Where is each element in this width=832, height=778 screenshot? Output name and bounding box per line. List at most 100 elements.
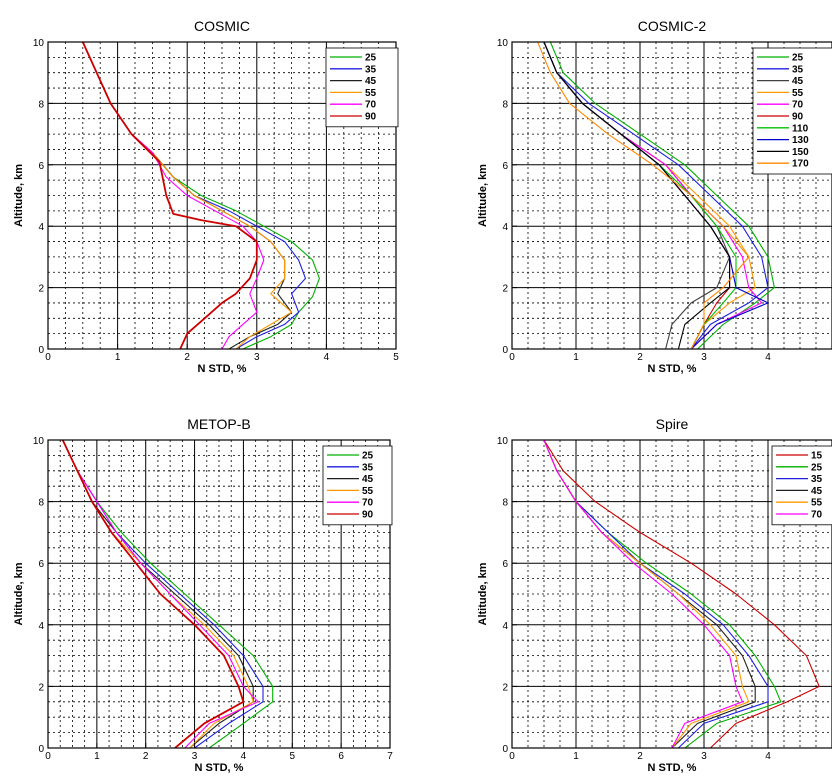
x-tick-label: 0: [45, 751, 51, 762]
x-tick-label: 2: [637, 352, 643, 363]
y-axis-label: Altitude, km: [477, 164, 489, 227]
legend-label-110: 110: [792, 123, 809, 134]
y-tick-label: 8: [502, 498, 508, 509]
series-line-90: [543, 42, 731, 349]
y-tick-label: 0: [38, 744, 44, 755]
series-line-70: [543, 440, 743, 748]
plot-frame: [511, 41, 832, 350]
y-tick-label: 8: [38, 498, 44, 509]
y-tick-label: 4: [502, 222, 508, 233]
legend-label-55: 55: [362, 486, 374, 497]
legend-label-90: 90: [362, 510, 374, 521]
y-tick-label: 0: [38, 345, 44, 356]
x-tick-label: 1: [115, 352, 121, 363]
y-tick-label: 8: [38, 99, 44, 110]
legend-label-70: 70: [365, 100, 377, 111]
chart-title: Spire: [656, 416, 689, 432]
series-line-15: [543, 440, 820, 748]
y-axis-label: Altitude, km: [13, 164, 25, 227]
series-line-90: [81, 42, 258, 349]
series-line-70: [62, 440, 259, 748]
legend-label-55: 55: [811, 498, 823, 509]
legend-label-25: 25: [811, 462, 823, 473]
y-tick-label: 6: [502, 559, 508, 570]
x-tick-label: 0: [509, 751, 515, 762]
y-axis-label: Altitude, km: [477, 562, 489, 625]
y-tick-label: 8: [502, 99, 508, 110]
legend-label-45: 45: [811, 486, 823, 497]
legend-label-70: 70: [811, 510, 823, 521]
x-tick-label: 3: [701, 352, 707, 363]
x-tick-label: 5: [290, 751, 296, 762]
y-tick-label: 10: [497, 436, 509, 447]
chart-title: COSMIC: [194, 18, 250, 34]
legend-label-130: 130: [792, 135, 809, 146]
legend-label-70: 70: [792, 100, 804, 111]
legend-box: [771, 445, 832, 526]
x-tick-label: 4: [765, 751, 771, 762]
y-tick-label: 4: [38, 621, 44, 632]
y-tick-label: 6: [502, 161, 508, 172]
series-line-35: [543, 42, 769, 349]
legend-label-55: 55: [792, 88, 804, 99]
y-tick-label: 0: [502, 744, 508, 755]
y-tick-label: 2: [38, 284, 44, 295]
x-tick-label: 7: [387, 751, 393, 762]
legend-label-45: 45: [792, 76, 804, 87]
x-axis-label: N STD, %: [198, 363, 247, 375]
series-line-25: [549, 42, 775, 349]
x-tick-label: 2: [143, 751, 149, 762]
legend-label-35: 35: [792, 64, 804, 75]
plot-frame: [47, 41, 397, 350]
y-tick-label: 6: [38, 161, 44, 172]
x-axis-label: N STD, %: [195, 762, 244, 774]
x-tick-label: 5: [393, 352, 399, 363]
y-tick-label: 4: [502, 621, 508, 632]
legend-label-90: 90: [792, 112, 804, 123]
legend-label-35: 35: [811, 474, 823, 485]
plot-frame: [47, 439, 391, 749]
series-line-170: [537, 42, 750, 349]
x-tick-label: 4: [241, 751, 247, 762]
x-tick-label: 0: [45, 352, 51, 363]
legend-label-45: 45: [362, 474, 374, 485]
x-axis-label: N STD, %: [648, 363, 697, 375]
y-tick-label: 10: [33, 436, 45, 447]
y-tick-label: 4: [38, 222, 44, 233]
legend-label-25: 25: [792, 53, 804, 64]
chart-panel-1: 0 1 2 3 4 0 2 4 6 8 10 COSMIC-2 N STD, % Altitude, km…: [477, 18, 832, 375]
y-tick-label: 2: [502, 682, 508, 693]
x-tick-label: 3: [254, 352, 260, 363]
x-tick-label: 1: [94, 751, 100, 762]
legend-label-25: 25: [362, 451, 374, 462]
x-tick-label: 3: [192, 751, 198, 762]
legend-label-70: 70: [362, 498, 374, 509]
legend-label-35: 35: [365, 64, 377, 75]
x-tick-label: 2: [637, 751, 643, 762]
legend-label-45: 45: [365, 76, 377, 87]
y-tick-label: 10: [497, 38, 509, 49]
y-tick-label: 10: [33, 38, 45, 49]
legend-box: [325, 47, 399, 128]
x-tick-label: 1: [573, 751, 579, 762]
x-tick-label: 4: [765, 352, 771, 363]
legend-label-55: 55: [365, 88, 377, 99]
chart-panel-3: 0 1 2 3 4 0 2 4 6 8 10 Spire N STD, % Altitude, km 152…: [477, 416, 832, 774]
chart-title: METOP-B: [187, 416, 251, 432]
y-tick-label: 2: [38, 682, 44, 693]
chart-title: COSMIC-2: [638, 18, 707, 34]
y-tick-label: 6: [38, 559, 44, 570]
legend-label-25: 25: [365, 53, 377, 64]
y-tick-label: 0: [502, 345, 508, 356]
legend-label-170: 170: [792, 159, 809, 170]
legend-label-150: 150: [792, 147, 809, 158]
x-tick-label: 0: [509, 352, 515, 363]
series-line-45: [543, 42, 731, 349]
